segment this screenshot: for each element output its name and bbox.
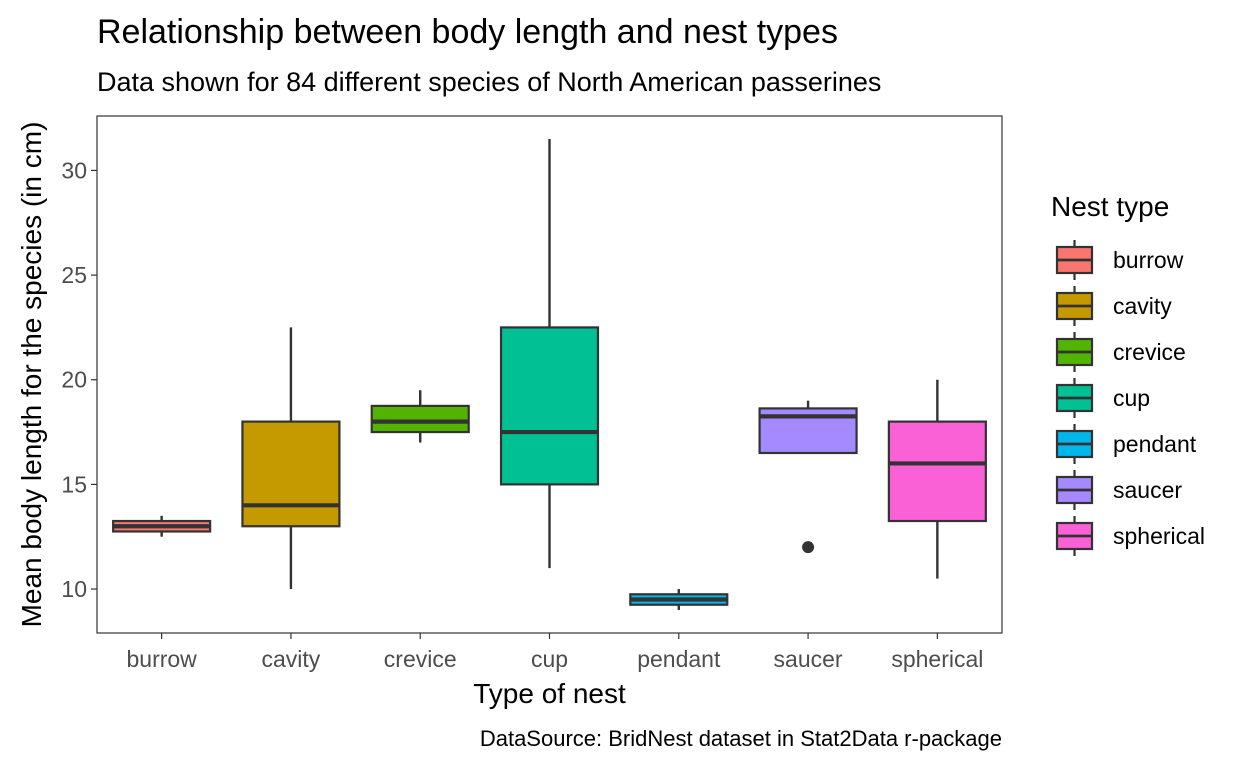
x-tick-label: saucer	[774, 646, 843, 672]
legend-label: crevice	[1113, 339, 1186, 365]
legend-label: burrow	[1113, 247, 1184, 273]
x-tick-label: pendant	[637, 646, 721, 672]
x-tick-label: crevice	[384, 646, 457, 672]
x-tick-label: cavity	[262, 646, 321, 672]
box-pendant	[629, 589, 729, 610]
y-tick-label: 30	[61, 157, 87, 183]
legend-label: cup	[1113, 385, 1150, 411]
legend-item-cup: cup	[1055, 378, 1150, 418]
box-cavity	[241, 327, 341, 590]
box-burrow	[112, 515, 212, 537]
legend-label: cavity	[1113, 293, 1172, 319]
box-body	[887, 420, 987, 523]
panel-border	[96, 115, 1003, 634]
legend-label: saucer	[1113, 477, 1182, 503]
x-tick-label: spherical	[891, 646, 983, 672]
x-tick-label: cup	[531, 646, 568, 672]
box-spherical	[887, 379, 987, 579]
x-tick-label: burrow	[126, 646, 197, 672]
y-axis: 10 15 20 25 30	[61, 157, 97, 602]
legend-item-pendant: pendant	[1055, 424, 1197, 464]
legend-label: pendant	[1113, 431, 1197, 457]
legend-label: spherical	[1113, 523, 1205, 549]
legend-item-cavity: cavity	[1055, 286, 1172, 326]
y-tick-label: 15	[61, 471, 87, 497]
box-body	[499, 326, 600, 486]
x-axis-title: Type of nest	[473, 678, 626, 709]
plot-area	[112, 139, 987, 610]
y-tick-label: 20	[61, 367, 87, 393]
chart-title: Relationship between body length and nes…	[97, 13, 838, 51]
box-body	[241, 420, 341, 528]
legend-title: Nest type	[1051, 191, 1169, 222]
legend-item-saucer: saucer	[1055, 470, 1182, 510]
chart-subtitle: Data shown for 84 different species of N…	[97, 67, 881, 97]
box-cup	[499, 139, 600, 569]
legend-item-burrow: burrow	[1055, 240, 1184, 280]
legend-item-crevice: crevice	[1055, 332, 1186, 372]
y-axis-title: Mean body length for the species (in cm)	[16, 122, 47, 628]
legend: burrow cavity crevice cup pendant saucer spher…	[1055, 240, 1205, 556]
box-body	[370, 404, 470, 434]
outlier-point	[802, 541, 815, 554]
box-saucer	[758, 400, 858, 554]
y-tick-label: 10	[61, 576, 87, 602]
x-axis: burrow cavity crevice cup pendant saucer spher…	[126, 633, 983, 672]
caption: DataSource: BridNest dataset in Stat2Dat…	[480, 726, 1002, 751]
box-crevice	[370, 390, 470, 443]
y-tick-label: 25	[61, 262, 87, 288]
legend-item-spherical: spherical	[1055, 516, 1205, 556]
